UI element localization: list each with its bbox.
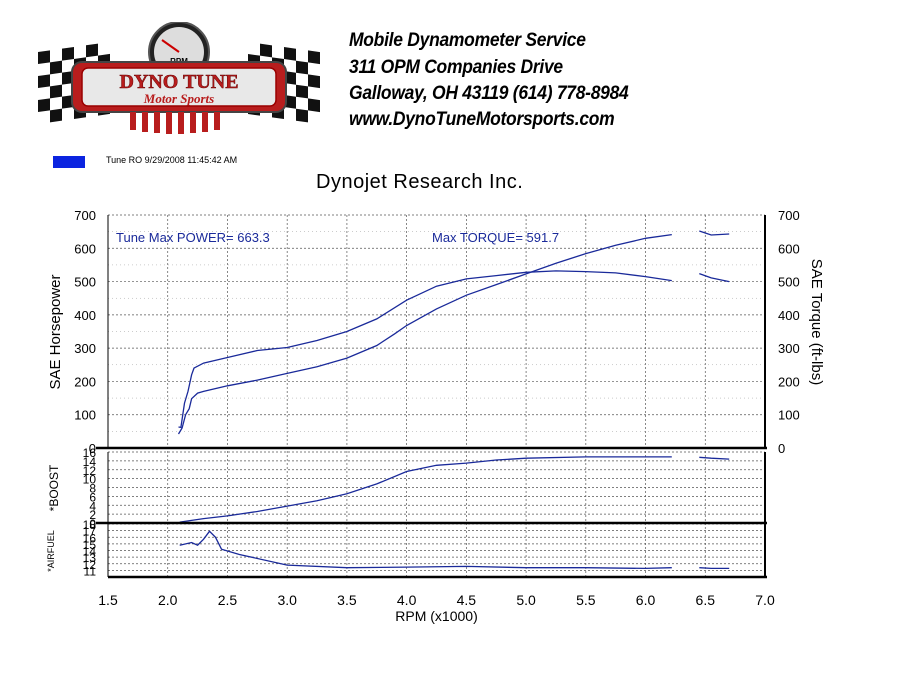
y-tick-label: 14	[83, 545, 97, 559]
y-tick-label-left: 0	[89, 441, 96, 456]
y-tick-label: 11	[84, 564, 97, 578]
y-tick-label: 4	[89, 499, 96, 513]
x-tick-label: 7.0	[755, 592, 775, 608]
y-tick-label-right: 0	[778, 441, 785, 456]
grille-stripes	[130, 112, 220, 134]
address-line-2: 311 OPM Companies Drive	[349, 57, 563, 78]
y-tick-label-left: 300	[74, 341, 96, 356]
series-line	[699, 456, 730, 460]
y-tick-label: 18	[83, 518, 97, 532]
x-tick-label: 3.0	[277, 592, 297, 608]
series-line	[699, 272, 730, 283]
series-line	[699, 230, 730, 236]
y-tick-label-right: 500	[778, 275, 800, 290]
y-tick-label-left: 400	[74, 308, 96, 323]
series-line	[179, 456, 672, 523]
y-tick-label-left: 500	[74, 275, 96, 290]
airfuel-axis-label: *AIRFUEL	[46, 530, 56, 572]
y-tick-label-right: 300	[778, 341, 800, 356]
series-line	[699, 567, 730, 570]
y-tick-label: 16	[83, 531, 97, 545]
logo-line2: Motor Sports	[143, 91, 214, 106]
legend-swatch	[53, 156, 85, 168]
y-tick-label: 6	[89, 490, 96, 504]
x-tick-label: 3.5	[337, 592, 357, 608]
max-torque-annotation: Max TORQUE= 591.7	[432, 230, 559, 245]
series-line	[177, 233, 672, 435]
dyno-tune-logo: RPM DYNO TUNE Motor Sports	[38, 22, 320, 134]
x-tick-label: 1.5	[98, 592, 118, 608]
y-tick-label: 0	[89, 517, 96, 531]
series-line	[179, 530, 672, 570]
y-tick-label: 12	[83, 558, 97, 572]
address-line-4: www.DynoTuneMotorsports.com	[349, 109, 615, 130]
y-tick-label-left: 100	[74, 408, 96, 423]
y-tick-label-right: 200	[778, 374, 800, 389]
y-tick-label: 8	[89, 482, 96, 496]
y-tick-label: 16	[83, 446, 97, 460]
y-tick-label: 14	[83, 455, 97, 469]
y-tick-label: 2	[89, 508, 96, 522]
y-tick-label-right: 400	[778, 308, 800, 323]
y-tick-label-right: 700	[778, 208, 800, 223]
x-tick-label: 5.5	[576, 592, 596, 608]
x-tick-label: 2.0	[158, 592, 178, 608]
y-tick-label: 17	[83, 525, 97, 539]
y-tick-label-left: 600	[74, 241, 96, 256]
boost-axis-label: *BOOST	[47, 464, 61, 511]
x-tick-label: 6.5	[696, 592, 716, 608]
x-tick-label: 4.0	[397, 592, 417, 608]
max-power-annotation: Tune Max POWER= 663.3	[116, 230, 270, 245]
y-tick-label: 15	[83, 538, 97, 552]
y-axis-label-left: SAE Horsepower	[47, 274, 64, 389]
address-line-1: Mobile Dynamometer Service	[349, 30, 586, 51]
y-tick-label-right: 600	[778, 241, 800, 256]
series-line	[178, 270, 672, 429]
y-tick-label: 13	[83, 551, 97, 565]
y-tick-label: 10	[83, 473, 97, 487]
chart-title: Dynojet Research Inc.	[316, 171, 524, 193]
x-tick-label: 5.0	[516, 592, 536, 608]
y-tick-label: 12	[83, 464, 97, 478]
y-axis-label-right: SAE Torque (ft-lbs)	[808, 259, 825, 385]
logo-line1: DYNO TUNE	[119, 71, 238, 93]
address-line-3: Galloway, OH 43119 (614) 778-8984	[349, 83, 629, 104]
y-tick-label-right: 100	[778, 408, 800, 423]
y-tick-label-left: 200	[74, 374, 96, 389]
legend-label: Tune RO 9/29/2008 11:45:42 AM	[106, 155, 238, 165]
x-tick-label: 4.5	[457, 592, 477, 608]
x-axis-label: RPM (x1000)	[395, 608, 477, 624]
x-tick-label: 6.0	[636, 592, 656, 608]
x-tick-label: 2.5	[218, 592, 238, 608]
y-tick-label-left: 700	[74, 208, 96, 223]
